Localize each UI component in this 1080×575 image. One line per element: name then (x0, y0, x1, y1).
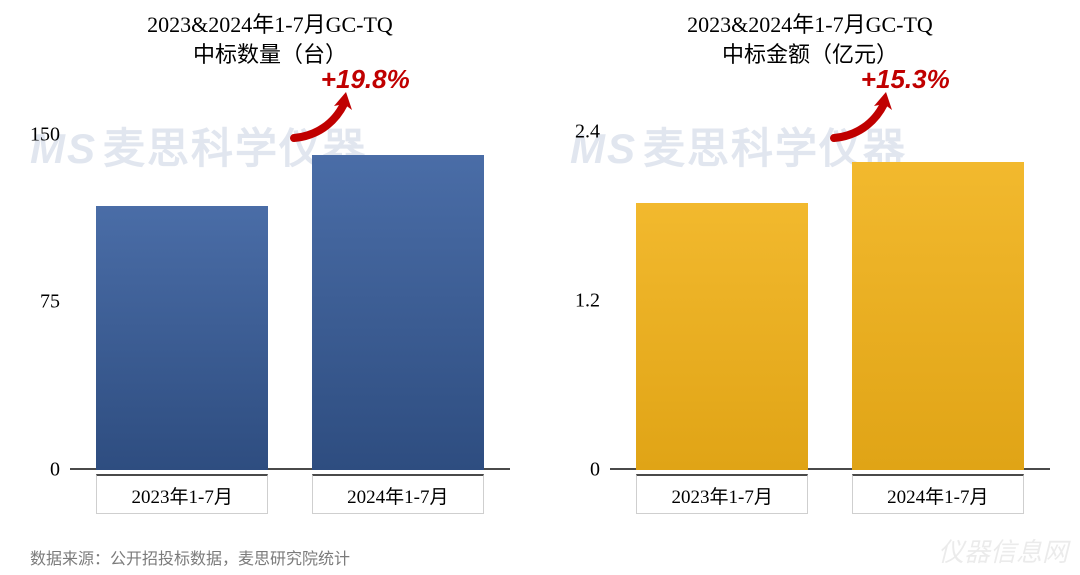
left-growth-arrow-icon (286, 86, 376, 151)
right-xlabel: 2023年1-7月 (636, 474, 808, 514)
left-xlabel: 2023年1-7月 (96, 474, 268, 514)
left-chart-panel: 2023&2024年1-7月GC-TQ 中标数量（台） MS麦思科学仪器 075… (0, 10, 540, 530)
right-title-line1: 2023&2024年1-7月GC-TQ (540, 10, 1080, 40)
right-bar (636, 203, 808, 470)
right-chart-title: 2023&2024年1-7月GC-TQ 中标金额（亿元） (540, 10, 1080, 69)
right-ytick: 1.2 (575, 290, 610, 313)
left-plot-area: 0751502023年1-7月2024年1-7月+19.8% (70, 90, 510, 470)
left-title-line2: 中标数量（台） (0, 40, 540, 70)
secondary-watermark: 仪器信息网 (938, 532, 1068, 569)
right-ytick: 0 (590, 459, 610, 482)
left-bar (96, 206, 268, 470)
left-chart-title: 2023&2024年1-7月GC-TQ 中标数量（台） (0, 10, 540, 69)
right-ytick: 2.4 (575, 121, 610, 144)
right-bar (852, 162, 1024, 470)
left-bar (312, 155, 484, 470)
right-plot-area: 01.22.42023年1-7月2024年1-7月+15.3% (610, 90, 1050, 470)
data-source-note: 数据来源：公开招投标数据，麦思研究院统计 (30, 545, 350, 569)
right-title-line2: 中标金额（亿元） (540, 40, 1080, 70)
left-ytick: 75 (40, 291, 70, 314)
left-xlabel: 2024年1-7月 (312, 474, 484, 514)
left-ytick: 150 (30, 123, 70, 146)
right-growth-arrow-icon (826, 86, 916, 151)
charts-row: 2023&2024年1-7月GC-TQ 中标数量（台） MS麦思科学仪器 075… (0, 0, 1080, 530)
left-ytick: 0 (50, 459, 70, 482)
right-chart-panel: 2023&2024年1-7月GC-TQ 中标金额（亿元） MS麦思科学仪器 01… (540, 10, 1080, 530)
left-title-line1: 2023&2024年1-7月GC-TQ (0, 10, 540, 40)
right-xlabel: 2024年1-7月 (852, 474, 1024, 514)
